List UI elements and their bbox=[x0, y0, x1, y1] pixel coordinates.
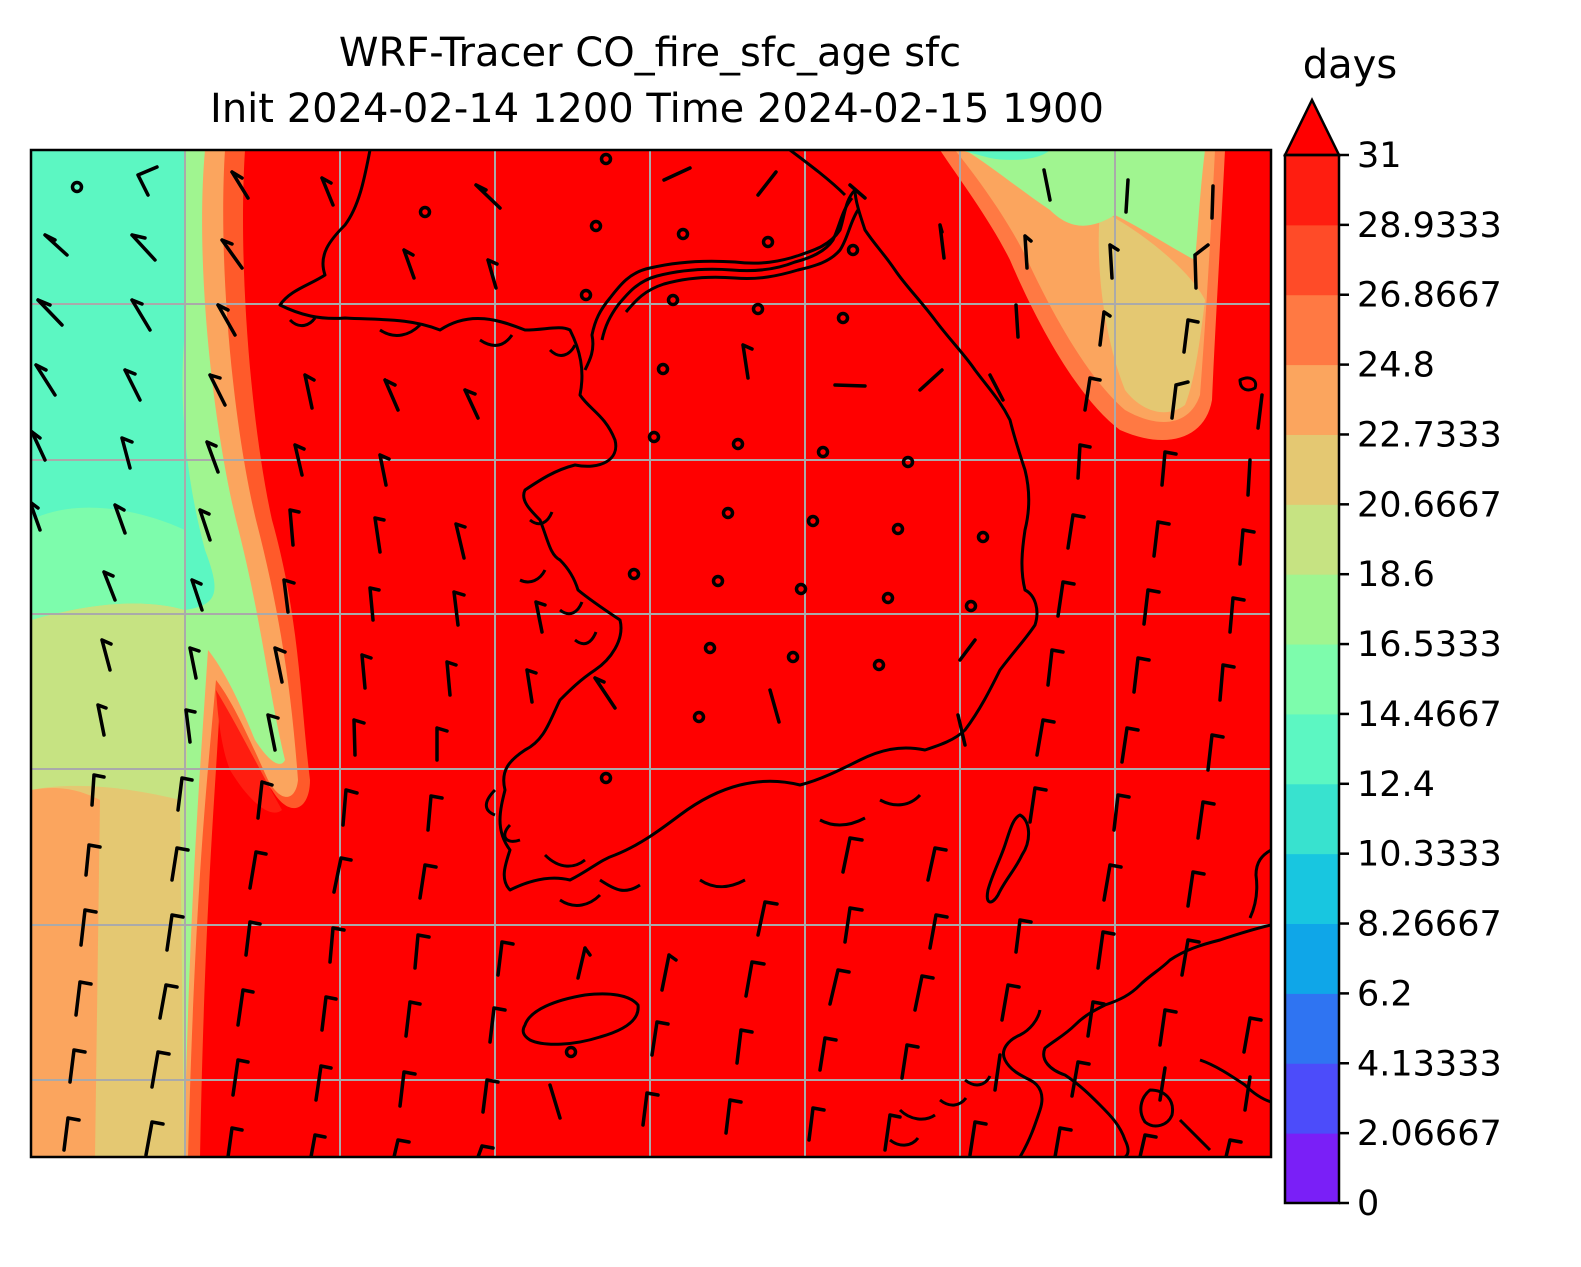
field-ne-sand bbox=[1098, 210, 1205, 413]
coast-korea-north-islands bbox=[288, 317, 577, 357]
colorbar-tick-label: 8.26667 bbox=[1357, 905, 1502, 945]
calm-circles bbox=[70, 152, 990, 1059]
field-west-sand bbox=[31, 788, 100, 1157]
border-china-north-korea-2 bbox=[600, 197, 854, 341]
map-frame bbox=[29, 148, 1273, 1159]
colorbar-tick-label: 20.6667 bbox=[1357, 485, 1502, 525]
barbs-center bbox=[226, 166, 1033, 1157]
title-line-1: WRF-Tracer CO_fire_sfc_age sfc bbox=[339, 30, 961, 76]
colorbar-tick-label: 6.2 bbox=[1357, 974, 1413, 1014]
colorbar-tick-label: 18.6 bbox=[1357, 555, 1435, 595]
coastlines bbox=[278, 150, 1271, 1157]
field-ne-cyan bbox=[960, 150, 1050, 160]
colorbar-tick-label: 2.06667 bbox=[1357, 1114, 1502, 1154]
colorbar-band bbox=[1285, 783, 1339, 855]
colorbar-tick-label: 12.4 bbox=[1357, 765, 1435, 805]
colorbar-band bbox=[1285, 713, 1339, 785]
colorbar-band bbox=[1285, 923, 1339, 994]
colorbar-band bbox=[1285, 504, 1339, 575]
border-china-north-korea-3 bbox=[624, 209, 860, 313]
colorbar-band bbox=[1285, 224, 1339, 296]
colorbar-ticks: 0 2.06667 4.13333 6.2 8.26667 10.3333 12.4 14.4… bbox=[1339, 136, 1502, 1224]
colorbar-frame bbox=[1283, 153, 1341, 1205]
colorbar-band bbox=[1285, 574, 1339, 645]
field-west-cyan bbox=[31, 150, 215, 620]
colorbar-extend-arrow bbox=[1282, 97, 1342, 157]
colorbar-tick-label: 24.8 bbox=[1357, 346, 1435, 386]
colorbar-bands bbox=[1285, 155, 1339, 1204]
colorbar-tick-label: 14.4667 bbox=[1357, 695, 1502, 735]
wind-barbs bbox=[31, 152, 1264, 1157]
coast-tsushima bbox=[985, 813, 1030, 904]
colorbar-band bbox=[1285, 155, 1339, 226]
coast-korea-islands-west bbox=[519, 511, 598, 646]
colorbar-band bbox=[1285, 853, 1339, 925]
title-line-2: Init 2024-02-14 1200 Time 2024-02-15 190… bbox=[210, 86, 1104, 132]
colorbar-band bbox=[1285, 364, 1339, 435]
coast-liaodong-bohai bbox=[278, 150, 1039, 892]
colorbar-tick-label: 16.5333 bbox=[1357, 625, 1502, 665]
colorbar-unit-label: days bbox=[1303, 42, 1397, 88]
coast-honshu-north bbox=[1238, 376, 1271, 919]
colorbar-tick-label: 0 bbox=[1357, 1184, 1379, 1224]
colorbar-band bbox=[1285, 644, 1339, 715]
colorbar-band bbox=[1285, 434, 1339, 505]
coast-korea-islands-sw bbox=[484, 788, 922, 907]
map-panel bbox=[31, 150, 1271, 1157]
coast-kyushu-honshu bbox=[1042, 923, 1271, 1157]
colorbar-tick-label: 22.7333 bbox=[1357, 415, 1502, 455]
colorbar-tick-label: 10.3333 bbox=[1357, 835, 1502, 875]
field-ne-green bbox=[965, 150, 1205, 260]
coast-jeju bbox=[521, 992, 640, 1046]
coast-japan-islands-west bbox=[889, 1075, 992, 1147]
colorbar-tick-label: 4.13333 bbox=[1357, 1044, 1502, 1084]
coast-shikoku bbox=[1139, 1088, 1175, 1128]
field-west-lightcyan bbox=[31, 507, 185, 620]
coast-kyushu-west bbox=[1002, 1009, 1044, 1157]
border-russia bbox=[789, 150, 847, 197]
colorbar-band bbox=[1285, 1133, 1339, 1204]
colorbar-tick-label: 31 bbox=[1357, 136, 1402, 176]
coast-japan-inland bbox=[1178, 1058, 1271, 1152]
colorbar-band bbox=[1285, 294, 1339, 366]
colorbar-tick-label: 26.8667 bbox=[1357, 276, 1502, 316]
colorbar-band bbox=[1285, 993, 1339, 1064]
barbs-west bbox=[31, 165, 250, 1157]
barbs-east bbox=[848, 168, 1264, 1157]
colorbar: 0 2.06667 4.13333 6.2 8.26667 10.3333 12.4 14.4… bbox=[1282, 42, 1502, 1224]
colorbar-tick-label: 28.9333 bbox=[1357, 206, 1502, 246]
colorbar-band bbox=[1285, 1063, 1339, 1134]
